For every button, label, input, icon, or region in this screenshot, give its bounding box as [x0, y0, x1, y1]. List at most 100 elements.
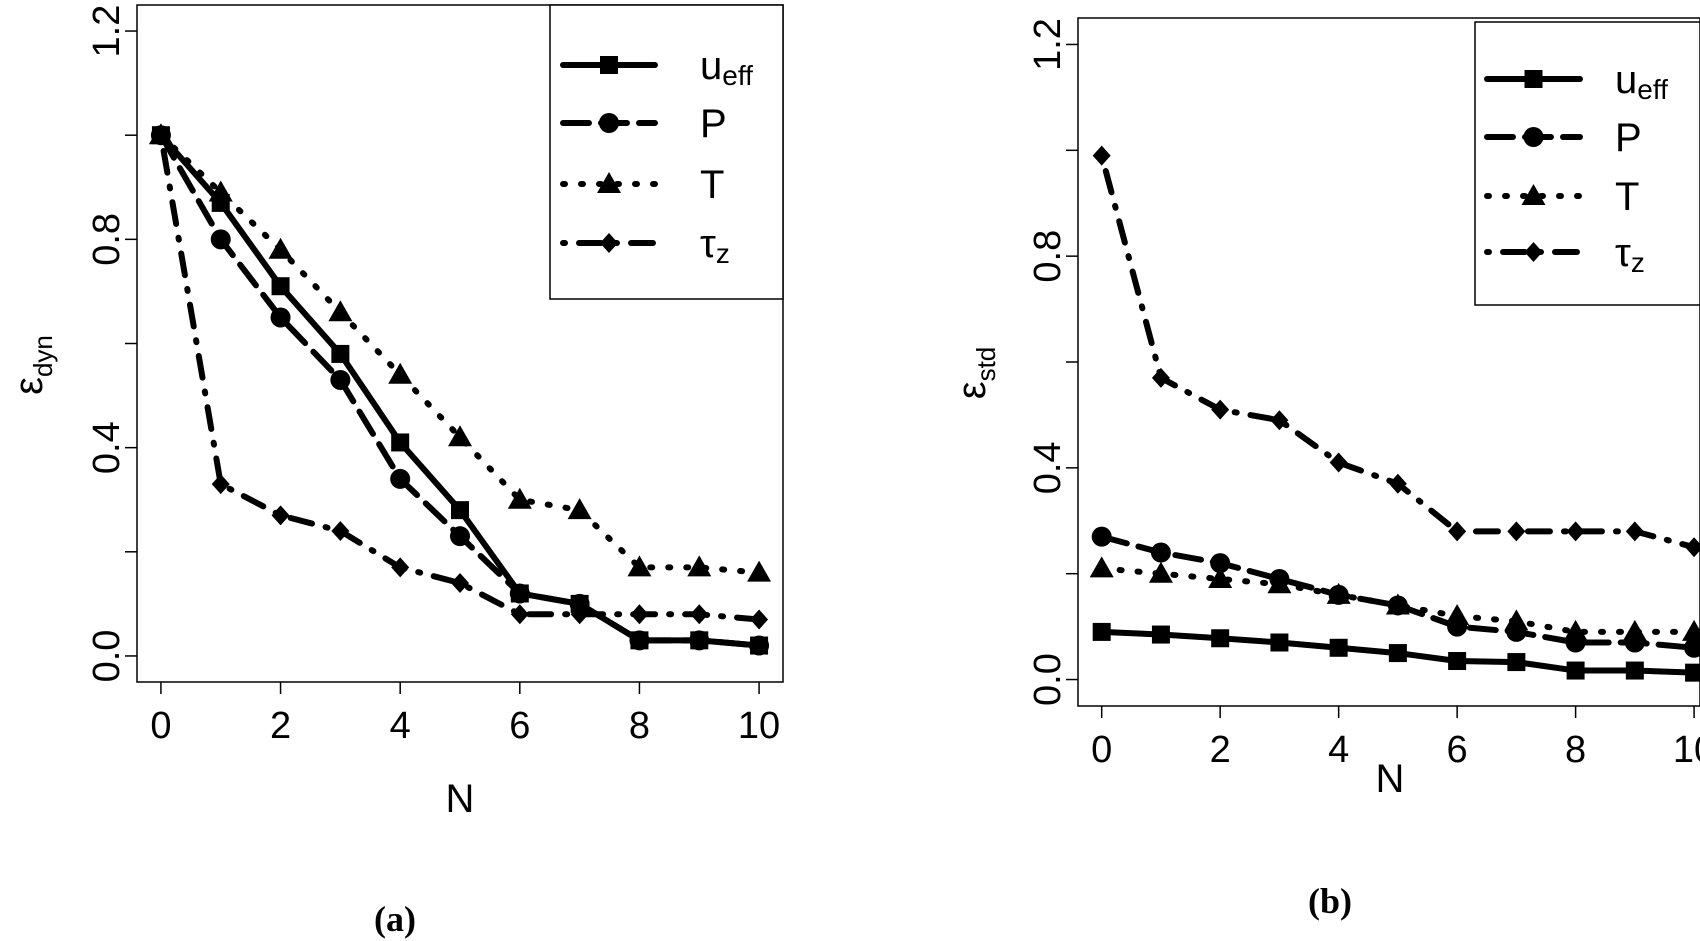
y-tick-label: 0.0 [86, 630, 128, 683]
data-point [1445, 604, 1470, 626]
legend-label: P [700, 102, 727, 146]
x-axis-label: N [1376, 757, 1405, 801]
data-point [1625, 521, 1644, 542]
data-point [1089, 556, 1114, 578]
x-tick-label: 4 [1328, 729, 1349, 771]
series-line [157, 132, 763, 623]
x-tick-label: 8 [1565, 729, 1586, 771]
x-axis-label: N [446, 777, 475, 821]
data-point [451, 573, 469, 594]
legend-marker [599, 113, 619, 133]
legend-label: P [1615, 116, 1642, 160]
series-4 [151, 125, 769, 630]
legend-label: τz [1615, 231, 1645, 278]
x-tick-label: 6 [509, 705, 530, 747]
x-tick-label: 0 [1091, 729, 1112, 771]
legend-label-main: u [1615, 58, 1637, 102]
data-point [1270, 410, 1289, 431]
legend-box [549, 4, 784, 300]
data-point [1504, 609, 1529, 631]
data-point [1151, 625, 1170, 644]
legend-label-sub: z [1631, 247, 1645, 278]
legend-label-sub: z [716, 238, 730, 269]
legend-label: ueff [700, 44, 753, 91]
panel-label-b: (b) [1308, 881, 1352, 921]
data-point [1148, 561, 1173, 583]
data-point [391, 433, 410, 452]
data-point [331, 520, 350, 541]
y-axis-label: εdyn [7, 335, 58, 395]
data-point [1448, 652, 1467, 671]
data-point [1326, 582, 1351, 604]
panel-label-a: (a) [374, 899, 416, 939]
data-point [330, 369, 351, 390]
legend-marker [600, 56, 618, 74]
data-point [1211, 629, 1230, 648]
data-point [1566, 521, 1585, 542]
legend-label-main: T [1615, 175, 1639, 219]
x-tick-label: 4 [390, 705, 411, 747]
data-point [1507, 653, 1526, 672]
data-point [328, 300, 353, 322]
data-point [390, 468, 411, 489]
legend-marker [1521, 184, 1546, 205]
data-point [1385, 593, 1410, 615]
data-point [1211, 399, 1230, 420]
data-point [510, 604, 529, 625]
data-point [1563, 619, 1588, 641]
y-axis-label-sub: std [971, 347, 1001, 382]
data-point [331, 344, 350, 363]
plot-area [148, 123, 772, 656]
data-point [1329, 638, 1348, 657]
x-tick-label: 8 [629, 705, 650, 747]
y-tick-label: 0.8 [86, 213, 128, 266]
data-point [750, 609, 769, 630]
data-point [627, 555, 652, 577]
data-point [1092, 622, 1111, 641]
x-tick-label: 2 [270, 705, 291, 747]
legend-marker [600, 233, 618, 253]
data-point [451, 501, 469, 520]
y-tick-label: 0.4 [1027, 441, 1069, 494]
data-point [567, 498, 592, 520]
y-axis-label-base: ε [950, 381, 994, 399]
series-4 [1092, 145, 1700, 558]
data-point [1448, 521, 1467, 542]
data-point [687, 555, 712, 577]
plot-area [1089, 145, 1700, 682]
y-axis-label: εstd [950, 347, 1001, 400]
data-point [1622, 619, 1647, 641]
data-point [1270, 633, 1289, 652]
y-tick-label: 0.0 [1027, 653, 1069, 706]
data-point [749, 635, 770, 656]
data-point [210, 229, 231, 250]
y-tick-label: 0.8 [1027, 230, 1069, 283]
legend-label-main: τ [700, 222, 716, 266]
x-tick-label: 0 [150, 705, 171, 747]
legend-box [1474, 21, 1700, 306]
legend-marker [597, 172, 621, 193]
legend-label-main: T [700, 163, 724, 207]
legend-label-main: τ [1615, 231, 1631, 275]
data-point [1684, 637, 1700, 658]
data-point [569, 593, 590, 614]
data-point [1566, 661, 1585, 680]
series-1 [1092, 622, 1700, 682]
data-point [630, 604, 649, 625]
data-point [151, 125, 170, 146]
legend-marker [1524, 70, 1543, 88]
data-point [509, 583, 530, 604]
data-point [1092, 145, 1111, 166]
data-point [270, 307, 291, 328]
legend-label: T [700, 163, 724, 207]
data-point [1208, 566, 1233, 588]
data-point [1151, 367, 1170, 388]
x-tick-label: 6 [1447, 729, 1468, 771]
legend-marker [1524, 242, 1543, 262]
data-point [1682, 619, 1700, 641]
series-2 [150, 125, 770, 656]
